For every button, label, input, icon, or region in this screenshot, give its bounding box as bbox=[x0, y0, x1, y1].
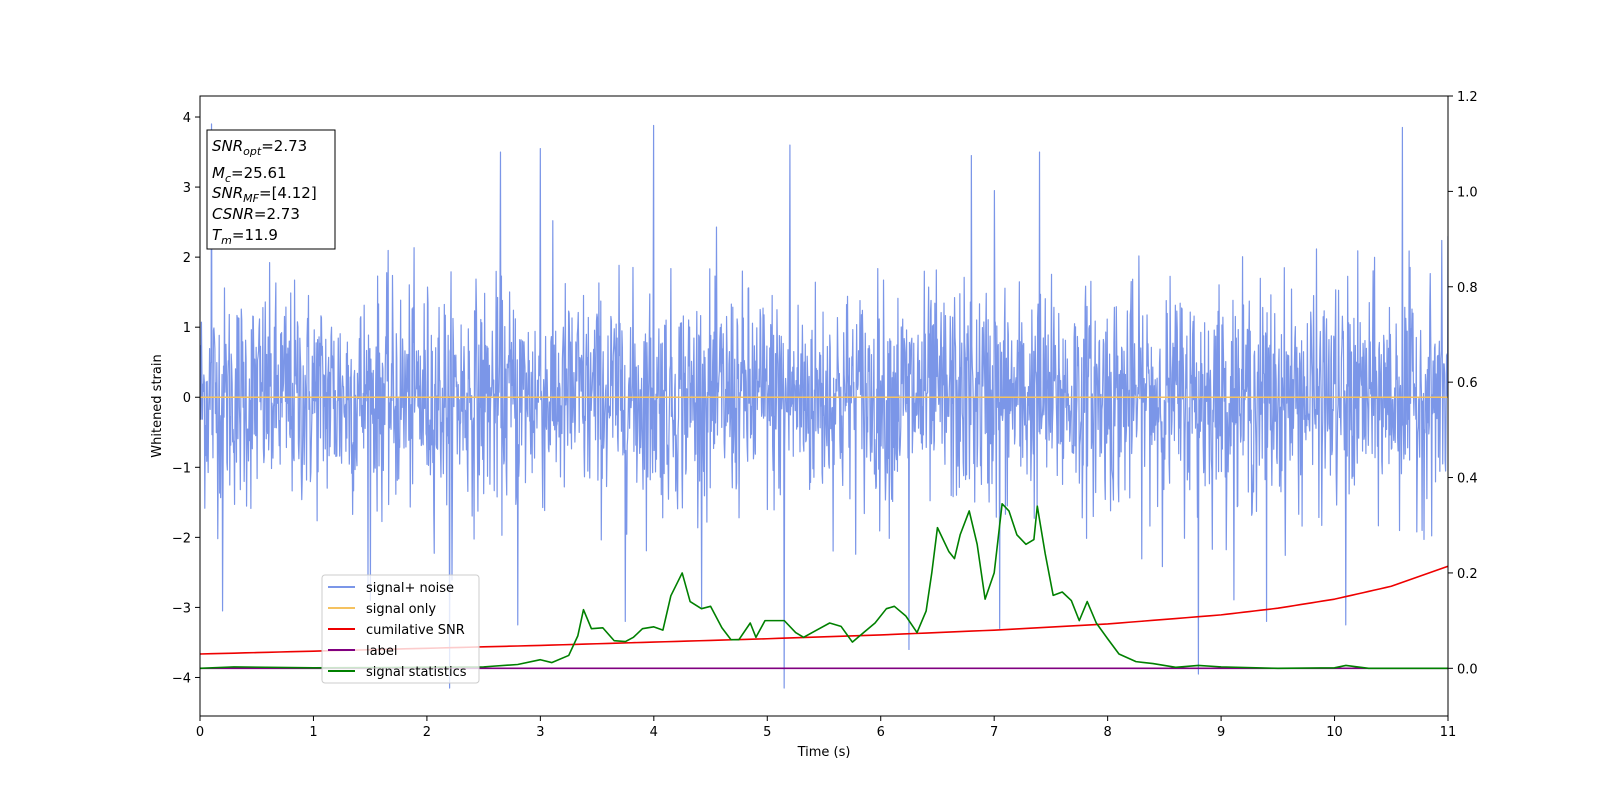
x-tick-label: 2 bbox=[423, 725, 431, 740]
plot-frame bbox=[199, 95, 1449, 717]
y2-tick-label: 0.4 bbox=[1457, 472, 1478, 487]
legend-label: cumilative SNR bbox=[366, 623, 465, 638]
legend-label: signal only bbox=[366, 602, 436, 617]
y2-tick-label: 0.8 bbox=[1457, 281, 1478, 296]
y2-axis: 1.2 1.0 0.8 0.6 0.4 0.2 0.0 bbox=[1448, 90, 1478, 677]
y-tick-label: 3 bbox=[183, 181, 191, 196]
x-tick-label: 11 bbox=[1440, 725, 1457, 740]
x-tick-label: 8 bbox=[1103, 725, 1111, 740]
x-tick-label: 1 bbox=[309, 725, 317, 740]
x-tick-label: 3 bbox=[536, 725, 544, 740]
annotation-csnr: CSNR=2.73 bbox=[212, 205, 300, 223]
annotation-frame bbox=[206, 129, 336, 250]
annotation-snr-mf: SNRMF=[4.12] bbox=[212, 184, 317, 205]
y-axis: 4 3 2 1 0 −1 −2 −3 −4 bbox=[172, 111, 200, 686]
x-tick-label: 7 bbox=[990, 725, 998, 740]
y2-tick-label: 1.2 bbox=[1457, 90, 1478, 105]
y-axis-label: Whitened strain bbox=[150, 354, 165, 457]
legend-items: signal+ noise signal only cumilative SNR la… bbox=[328, 581, 467, 680]
legend-label: signal+ noise bbox=[366, 581, 454, 596]
y2-tick-label: 0.0 bbox=[1457, 662, 1478, 677]
series-line-signal-noise bbox=[200, 123, 1448, 689]
y-tick-label: −3 bbox=[172, 601, 191, 616]
x-tick-label: 10 bbox=[1326, 725, 1343, 740]
x-tick-label: 0 bbox=[196, 725, 204, 740]
y-tick-label: −4 bbox=[172, 671, 191, 686]
x-axis: 0 1 2 3 4 5 6 7 8 9 10 11 bbox=[196, 716, 1456, 740]
y-tick-label: −1 bbox=[172, 461, 191, 476]
series-line-signal-statistics bbox=[200, 502, 1448, 670]
annotation-snr-opt: SNRopt=2.73 bbox=[212, 137, 307, 158]
x-tick-label: 9 bbox=[1217, 725, 1225, 740]
y-tick-label: 0 bbox=[183, 391, 191, 406]
legend-label: signal statistics bbox=[366, 665, 467, 680]
y2-tick-label: 0.6 bbox=[1457, 376, 1478, 391]
legend: signal+ noise signal only cumilative SNR la… bbox=[321, 574, 480, 684]
legend-frame bbox=[321, 574, 480, 684]
annotation-mc: Mc=25.61 bbox=[212, 164, 287, 185]
annotation-tm: Tm=11.9 bbox=[212, 226, 278, 247]
x-tick-label: 5 bbox=[763, 725, 771, 740]
y-tick-label: 4 bbox=[183, 111, 191, 126]
y2-tick-label: 0.2 bbox=[1457, 567, 1478, 582]
x-tick-label: 4 bbox=[650, 725, 658, 740]
annotation-box: SNRopt=2.73 Mc=25.61 SNRMF=[4.12] CSNR=2… bbox=[206, 129, 336, 250]
y-tick-label: −2 bbox=[172, 531, 191, 546]
legend-label: label bbox=[366, 644, 397, 659]
y-tick-label: 1 bbox=[183, 321, 191, 336]
x-axis-label: Time (s) bbox=[797, 745, 851, 760]
y2-tick-label: 1.0 bbox=[1457, 185, 1478, 200]
x-tick-label: 6 bbox=[877, 725, 885, 740]
y-tick-label: 2 bbox=[183, 251, 191, 266]
